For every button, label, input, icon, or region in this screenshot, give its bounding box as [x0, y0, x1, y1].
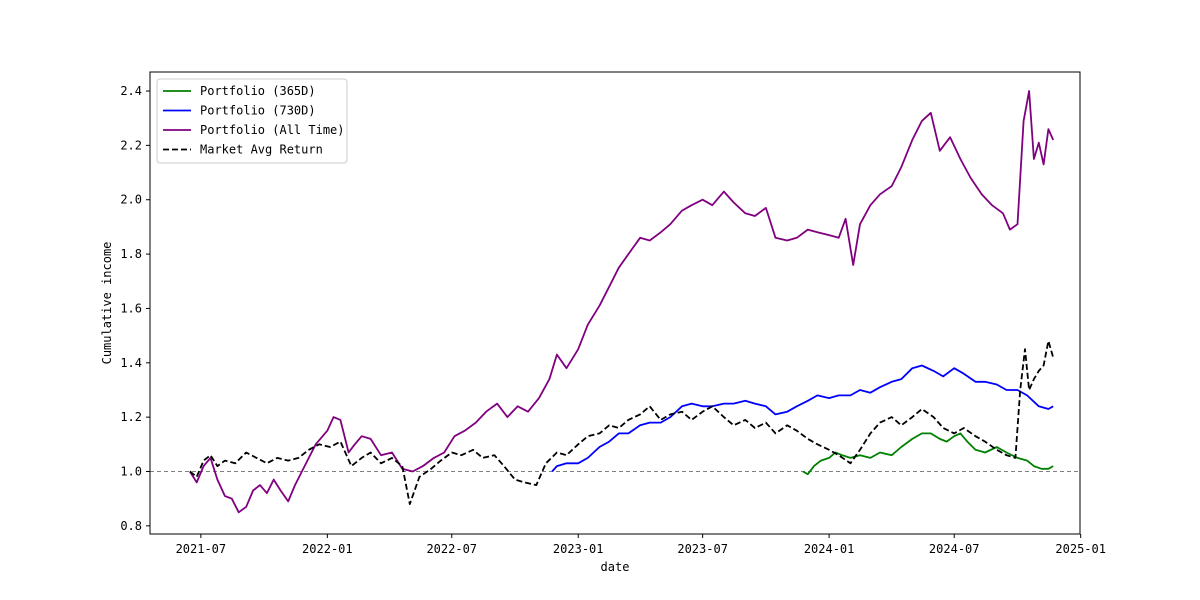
- x-tick-label: 2022-07: [426, 542, 477, 556]
- x-tick-label: 2024-01: [804, 542, 855, 556]
- series-line-0: [802, 432, 1054, 476]
- y-axis-label: Cumulative income: [100, 242, 114, 365]
- legend-box: [156, 78, 348, 164]
- x-tick-label: 2025-01: [1055, 542, 1106, 556]
- y-tick-label: 2.0: [120, 193, 142, 207]
- y-axis-ticks: 0.8 1.0 1.2 1.4 1.6 1.8 2.0 2.2 2.4: [120, 84, 150, 533]
- x-tick-label: 2023-07: [677, 542, 728, 556]
- y-tick-label: 1.6: [120, 301, 142, 315]
- x-axis-label: date: [601, 560, 630, 574]
- y-tick-label: 1.8: [120, 247, 142, 261]
- plot-frame: [149, 71, 1081, 535]
- x-tick-label: 2022-01: [302, 542, 353, 556]
- y-tick-label: 1.0: [120, 464, 142, 478]
- legend-label-2: Portfolio (All Time): [200, 123, 345, 137]
- legend: Portfolio (365D) Portfolio (730D) Portfoli…: [156, 78, 348, 164]
- y-tick-label: 2.2: [120, 138, 142, 152]
- series-line-2: [189, 90, 1055, 514]
- x-tick-label: 2021-07: [176, 542, 227, 556]
- x-tick-label: 2023-01: [553, 542, 604, 556]
- series-line-3: [189, 340, 1055, 505]
- y-tick-label: 2.4: [120, 84, 142, 98]
- series-line-1: [551, 364, 1054, 473]
- series-layer: [189, 90, 1055, 514]
- x-tick-label: 2024-07: [929, 542, 980, 556]
- legend-label-1: Portfolio (730D): [200, 104, 316, 118]
- y-tick-label: 0.8: [120, 519, 142, 533]
- legend-label-3: Market Avg Return: [200, 143, 323, 157]
- legend-label-0: Portfolio (365D): [200, 84, 316, 98]
- x-axis-ticks: 2021-07 2022-01 2022-07 2023-01 2023-07 2024-…: [176, 534, 1106, 556]
- y-tick-label: 1.2: [120, 410, 142, 424]
- y-tick-label: 1.4: [120, 356, 142, 370]
